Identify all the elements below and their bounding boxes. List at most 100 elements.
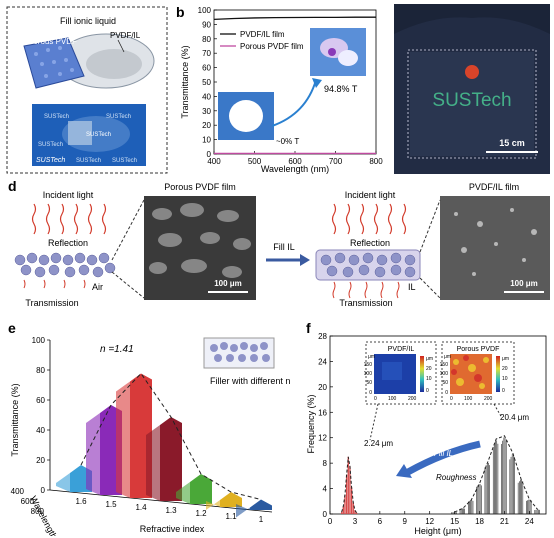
f-ytick-label: 8 xyxy=(323,459,328,468)
svg-text:μm: μm xyxy=(444,354,451,360)
f-xtick-label: 9 xyxy=(403,517,408,526)
bar-pvdf-il xyxy=(340,512,343,514)
e-xtick-label: 1.5 xyxy=(105,500,117,509)
bar-pvdf-il xyxy=(345,474,348,514)
b-ytick-label: 50 xyxy=(202,78,211,87)
e-ytick-label: 0 xyxy=(41,486,46,495)
panel-d-schematic: Incident light Reflection Air Transmissi… xyxy=(14,182,550,308)
peak1-label: 2.24 μm xyxy=(364,439,393,448)
b-ytick-label: 90 xyxy=(202,20,211,29)
panel-label-b: b xyxy=(176,4,185,20)
tshirt-photo: SUSTech 15 cm xyxy=(394,4,550,174)
f-xtick-label: 3 xyxy=(353,517,358,526)
svg-text:100: 100 xyxy=(364,371,373,377)
scale-label: 15 cm xyxy=(499,138,525,148)
f-ytick-label: 4 xyxy=(323,485,328,494)
fit-curve-pvdf-il xyxy=(341,456,358,514)
svg-text:SUSTech: SUSTech xyxy=(86,132,111,138)
bar-side-n-1.2 xyxy=(176,482,190,504)
transmission-label-2: Transmission xyxy=(339,298,392,308)
porous-texture xyxy=(34,46,74,78)
il-label: IL xyxy=(408,282,416,292)
fit-curve-porous xyxy=(454,435,539,513)
bar-side-n-1.5 xyxy=(86,413,100,495)
f-xtick-label: 18 xyxy=(475,517,484,526)
bar-pvdf-il xyxy=(342,506,344,514)
b-ytick-label: 10 xyxy=(202,136,211,145)
incident-rays-left xyxy=(31,203,107,235)
transmittance-chart: 0 10 20 30 40 50 60 70 80 90 100 400 500 600 700 800 PV… xyxy=(180,6,383,174)
fill-ionic-liquid-label: Fill ionic liquid xyxy=(60,16,116,26)
fill-il-label: Fill IL xyxy=(273,242,295,252)
sustech-logo-text: SUSTech xyxy=(432,90,511,111)
f-ytick-label: 20 xyxy=(318,383,327,392)
annot-high-transmittance: 94.8% T xyxy=(324,84,358,94)
sem1-title: Porous PVDF film xyxy=(164,182,236,192)
bar-pvdf-il xyxy=(350,487,353,514)
b-xtick-label: 800 xyxy=(369,157,383,166)
legend-porous: Porous PVDF film xyxy=(240,42,304,51)
e-ytick-label: 60 xyxy=(36,396,45,405)
svg-text:SUSTech: SUSTech xyxy=(76,158,101,164)
film-outline xyxy=(407,49,537,159)
svg-text:50: 50 xyxy=(366,380,372,386)
e-xtick-label: 1.1 xyxy=(225,512,237,521)
peak2-label: 20.4 μm xyxy=(500,413,529,422)
bar-pvdf-il xyxy=(347,456,349,514)
bar-pvdf-il xyxy=(355,512,358,514)
svg-text:μm: μm xyxy=(426,356,433,362)
e-ry-tick-600: 600 xyxy=(21,497,35,506)
annot-low-transmittance: ~0% T xyxy=(276,137,299,146)
svg-text:0: 0 xyxy=(369,390,372,396)
e-xtick-label: 1.2 xyxy=(195,509,207,518)
bar-side-n-1.4 xyxy=(116,381,130,498)
e-ytick-label: 80 xyxy=(36,366,45,375)
b-ytick-label: 60 xyxy=(202,64,211,73)
b-xtick-label: 500 xyxy=(248,157,262,166)
e-xtick-label: 1 xyxy=(259,515,264,524)
f-xtick-label: 0 xyxy=(328,517,333,526)
bar-side-n-1.1 xyxy=(206,500,220,510)
legend-film: PVDF/IL film xyxy=(240,30,285,39)
svg-text:SUSTech: SUSTech xyxy=(112,158,137,164)
svg-text:0: 0 xyxy=(502,388,505,394)
f-xtick-label: 21 xyxy=(500,517,509,526)
b-ytick-label: 30 xyxy=(202,107,211,116)
e-xtick-label: 1.3 xyxy=(165,506,177,515)
e-ry-tick-400: 400 xyxy=(11,487,25,496)
bar-pvdf-il xyxy=(352,502,354,514)
air-label: Air xyxy=(92,282,103,292)
f-xtick-label: 24 xyxy=(525,517,534,526)
f-ytick-label: 16 xyxy=(318,408,327,417)
b-xtick-label: 400 xyxy=(207,157,221,166)
b-xtick-label: 700 xyxy=(329,157,343,166)
bar-side-n-1 xyxy=(236,504,250,518)
f-ytick-label: 0 xyxy=(323,510,328,519)
fill-il-arrow-f xyxy=(406,440,481,476)
e-ry-tick-800: 800 xyxy=(31,507,45,516)
reflection-label-1: Reflection xyxy=(48,238,88,248)
b-xtick-label: 600 xyxy=(288,157,302,166)
sem1-scale: 100 μm xyxy=(214,279,242,288)
inset2-title: Porous PVDF xyxy=(457,346,500,353)
svg-text:0: 0 xyxy=(450,396,453,402)
sustech-watermark: SUSTech xyxy=(36,157,65,164)
svg-text:50: 50 xyxy=(442,380,448,386)
b-ytick-label: 100 xyxy=(198,6,212,15)
svg-text:0: 0 xyxy=(374,396,377,402)
svg-text:μm: μm xyxy=(502,356,509,362)
e-xtick-label: 1.6 xyxy=(75,497,87,506)
f-xtick-label: 6 xyxy=(378,517,383,526)
svg-text:SUSTech: SUSTech xyxy=(44,114,69,120)
svg-text:10: 10 xyxy=(502,376,508,382)
b-xlabel: Wavelength (nm) xyxy=(261,164,329,174)
svg-text:150: 150 xyxy=(440,362,449,368)
bar-n-1.3 xyxy=(160,417,182,501)
svg-text:SUSTech: SUSTech xyxy=(38,142,63,148)
e-xtick-label: 1.4 xyxy=(135,503,147,512)
svg-text:100: 100 xyxy=(440,371,449,377)
svg-text:200: 200 xyxy=(408,396,417,402)
sem2-scale: 100 μm xyxy=(510,279,538,288)
f-xlabel: Height (μm) xyxy=(414,526,461,536)
